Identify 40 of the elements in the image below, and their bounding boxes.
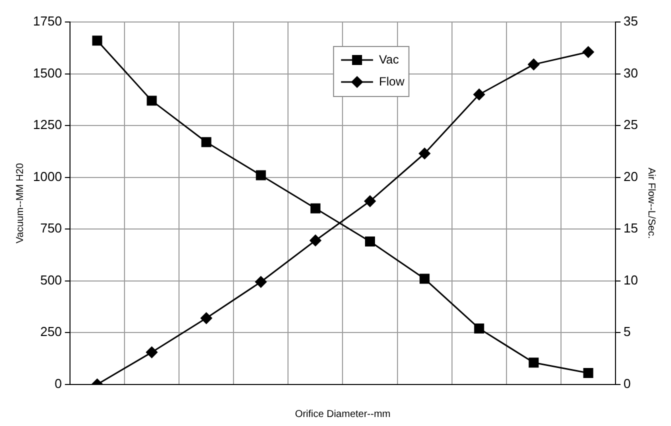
y2-tick-label: 0 — [624, 376, 631, 391]
point — [200, 312, 212, 324]
point — [364, 195, 376, 207]
y2-tick-label: 5 — [624, 324, 631, 340]
legend-label: Vac — [379, 52, 399, 66]
point — [528, 58, 540, 70]
y-tick-label: 750 — [40, 220, 62, 236]
y2-tick-label: 10 — [624, 272, 638, 288]
y2-tick-label: 30 — [624, 65, 638, 80]
point — [583, 368, 594, 378]
legend-label: Flow — [379, 74, 405, 88]
y2-tick-label: 20 — [624, 168, 638, 184]
point — [146, 96, 157, 106]
y-tick-label: 1750 — [33, 14, 62, 29]
point — [146, 346, 158, 358]
y-tick-label: 1000 — [33, 168, 62, 184]
y-tick-label: 0 — [54, 376, 62, 391]
point — [582, 46, 594, 58]
y-tick-label: 500 — [40, 272, 62, 288]
point — [418, 148, 430, 160]
point — [256, 170, 266, 180]
y2-tick-label: 15 — [624, 220, 638, 236]
point — [92, 36, 102, 46]
point — [420, 274, 430, 284]
y2-tick-label: 35 — [624, 14, 638, 29]
point — [255, 276, 267, 288]
y-tick-label: 1500 — [33, 65, 62, 80]
point — [365, 236, 376, 247]
y2-tick-label: 25 — [624, 117, 638, 132]
y-axis-title: Vacuum--MM H20 — [14, 162, 26, 244]
point — [474, 323, 484, 334]
x-axis-title: Orifice Diameter--mm — [294, 408, 391, 420]
y-tick-label: 250 — [40, 324, 62, 340]
y2-axis-title: Air Flow--L/Sec. — [645, 168, 656, 239]
point — [201, 137, 212, 148]
point — [473, 88, 485, 100]
point — [310, 234, 322, 246]
point — [310, 203, 320, 214]
point — [528, 358, 539, 368]
y-tick-label: 1250 — [33, 117, 62, 132]
